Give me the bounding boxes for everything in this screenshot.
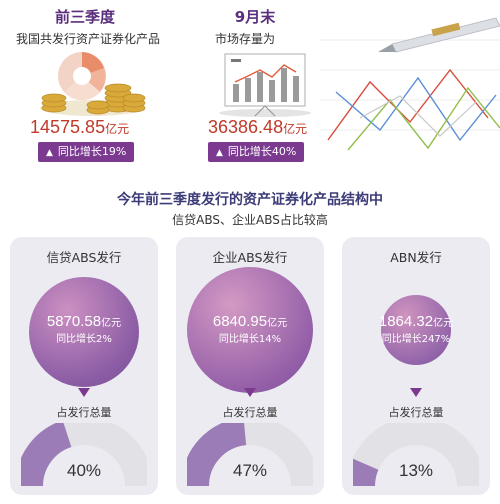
- left-panel-amount-unit: 亿元: [105, 122, 130, 136]
- left-panel-growth-text: 同比增长19%: [57, 145, 127, 158]
- column-credit-abs: 信贷ABS发行 5870.58亿元 同比增长2% 占发行总量 40%: [10, 237, 158, 495]
- column-amount-value: 6840.95: [212, 313, 268, 330]
- share-label: 占发行总量: [222, 406, 278, 419]
- amount-bubble: [381, 295, 451, 365]
- left-panel-growth-badge: ▲ 同比增长19%: [38, 142, 135, 162]
- left-panel-amount-value: 14575.85: [30, 117, 106, 137]
- middle-panel-growth-badge: ▲ 同比增长40%: [208, 142, 305, 162]
- section-title: 今年前三季度发行的资产证券化产品结构中: [117, 192, 383, 208]
- amount-bubble: [187, 267, 313, 393]
- column-growth: 同比增长2%: [56, 334, 112, 345]
- middle-panel-amount: 36386.48亿元: [208, 117, 307, 138]
- column-title: ABN发行: [390, 250, 442, 265]
- column-amount-value: 5870.58: [46, 313, 102, 330]
- down-arrow-icon: [410, 388, 422, 397]
- left-panel-amount: 14575.85亿元: [30, 117, 129, 138]
- middle-panel-amount-value: 36386.48: [208, 117, 284, 137]
- bubble-text: 5870.58亿元 同比增长2%: [10, 313, 158, 345]
- gauge-fill: [187, 423, 247, 487]
- column-title: 企业ABS发行: [212, 250, 288, 265]
- column-title: 信贷ABS发行: [46, 250, 122, 265]
- left-panel-subtitle: 我国共发行资产证券化产品: [15, 32, 160, 46]
- share-gauge: [353, 423, 479, 487]
- share-value: 40%: [66, 461, 102, 480]
- column-amount: 1864.32亿元: [342, 313, 490, 330]
- share-gauge: [21, 423, 147, 487]
- down-arrow-icon: [244, 388, 256, 397]
- bubble-text: 1864.32亿元 同比增长247%: [342, 313, 490, 345]
- pie-coins-illustration: [40, 52, 146, 116]
- share-value: 47%: [232, 461, 268, 480]
- share-gauge: [187, 423, 313, 487]
- column-growth: 同比增长14%: [218, 334, 282, 345]
- share-label: 占发行总量: [388, 406, 444, 419]
- middle-panel-growth-text: 同比增长40%: [227, 145, 297, 158]
- up-triangle-icon: ▲: [216, 148, 223, 158]
- bubble-text: 6840.95亿元 同比增长14%: [176, 313, 324, 345]
- middle-panel-subtitle: 市场存量为: [215, 32, 276, 46]
- column-amount-unit: 亿元: [433, 318, 454, 329]
- gauge-fill: [21, 423, 72, 487]
- pen-line-chart-decoration: [320, 17, 500, 151]
- column-enterprise-abs: 企业ABS发行 6840.95亿元 同比增长14% 占发行总量 47%: [176, 237, 324, 495]
- left-panel-title: 前三季度: [54, 8, 115, 26]
- column-amount-value: 1864.32: [378, 313, 434, 330]
- amount-bubble: [29, 277, 139, 387]
- bar-chart-board-illustration: [219, 53, 311, 117]
- column-amount-unit: 亿元: [267, 318, 288, 329]
- section-subtitle: 信贷ABS、企业ABS占比较高: [172, 213, 328, 227]
- column-growth: 同比增长247%: [381, 334, 451, 345]
- share-label: 占发行总量: [56, 406, 112, 419]
- middle-panel-amount-unit: 亿元: [283, 122, 308, 136]
- column-amount: 6840.95亿元: [176, 313, 324, 330]
- share-value: 13%: [398, 461, 434, 480]
- down-arrow-icon: [78, 388, 90, 397]
- column-amount-unit: 亿元: [101, 318, 122, 329]
- column-amount: 5870.58亿元: [10, 313, 158, 330]
- column-abn: ABN发行 1864.32亿元 同比增长247% 占发行总量 13%: [342, 237, 490, 495]
- gauge-fill: [353, 458, 379, 487]
- gauge-track: [353, 423, 479, 487]
- up-triangle-icon: ▲: [46, 148, 53, 158]
- middle-panel-title: 9月末: [234, 8, 276, 26]
